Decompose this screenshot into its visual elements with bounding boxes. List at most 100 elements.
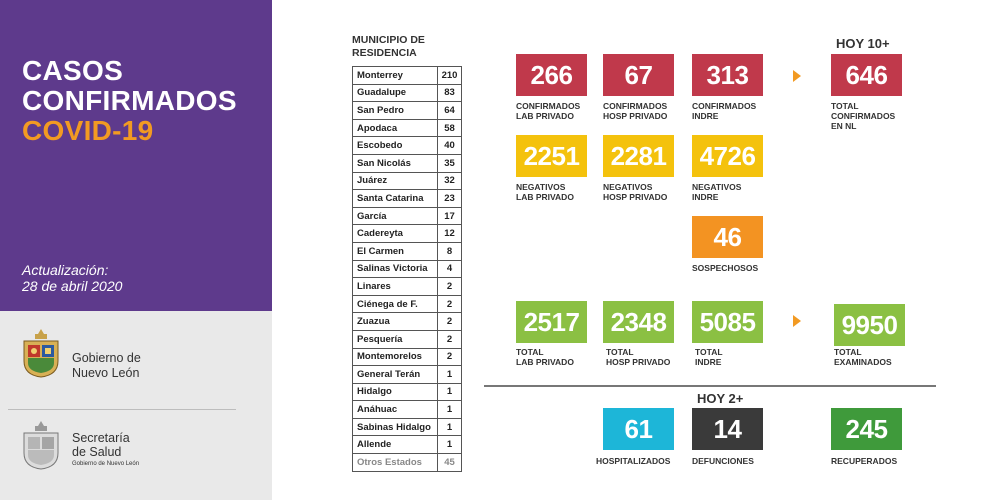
municipality-name: Allende <box>352 435 438 455</box>
total-indre-caption-line-1: TOTAL <box>695 347 723 357</box>
negativos-hosp-caption: NEGATIVOS HOSP PRIVADO <box>603 182 667 202</box>
negativos-lab-caption-line-1: NEGATIVOS <box>516 182 566 192</box>
hospitalizados-value: 61 <box>603 408 674 450</box>
confirmados-lab-caption-line-1: CONFIRMADOS <box>516 101 581 111</box>
title-line-1: CASOS <box>22 55 124 86</box>
title-panel <box>0 0 272 311</box>
municipality-count: 40 <box>437 136 462 155</box>
title-line-3: COVID-19 <box>22 115 154 146</box>
municipality-count: 1 <box>437 382 462 402</box>
total-examinados-caption-line-1: TOTAL <box>834 347 862 357</box>
salud-label-line-3: Gobierno de Nuevo León <box>72 461 140 467</box>
table-row: Hidalgo 1 <box>352 382 462 402</box>
table-row: Apodaca 58 <box>352 118 462 138</box>
negativos-lab-caption: NEGATIVOS LAB PRIVADO <box>516 182 574 202</box>
hoy-deaths-label: HOY 2+ <box>697 391 744 406</box>
table-row: Otros Estados 45 <box>352 453 462 472</box>
table-row: Juárez 32 <box>352 171 462 191</box>
gobierno-label-line-2: Nuevo León <box>72 366 140 380</box>
defunciones-value: 14 <box>692 408 763 450</box>
municipality-name: El Carmen <box>352 241 438 261</box>
total-hosp-caption-line-1: TOTAL <box>606 347 634 357</box>
municipality-count: 1 <box>437 365 462 384</box>
total-indre-caption: TOTAL INDRE <box>695 347 723 367</box>
salud-label-line-1: Secretaría <box>72 431 130 445</box>
negativos-hosp-value: 2281 <box>603 135 674 177</box>
municipality-count: 1 <box>437 435 462 455</box>
table-row: García 17 <box>352 206 462 226</box>
sospechosos-value: 46 <box>692 216 763 258</box>
arrow-right-icon <box>793 315 801 327</box>
municipality-name: Escobedo <box>352 136 438 155</box>
confirmados-lab-caption: CONFIRMADOS LAB PRIVADO <box>516 101 580 121</box>
negativos-indre-value: 4726 <box>692 135 763 177</box>
salud-label-line-2: de Salud <box>72 445 122 459</box>
secretaria-salud-seal-icon <box>23 421 59 470</box>
hoy-confirmed-label: HOY 10+ <box>836 36 890 51</box>
municipality-count: 2 <box>437 312 462 331</box>
municipality-name: Ciénega de F. <box>352 294 438 314</box>
update-label: Actualización: <box>22 262 109 278</box>
municipality-count: 64 <box>437 101 462 120</box>
total-hosp-caption-line-2: HOSP PRIVADO <box>606 357 671 367</box>
arrow-right-icon <box>793 70 801 82</box>
total-indre-caption-line-2: INDRE <box>695 357 722 367</box>
municipality-name: Anáhuac <box>352 400 438 419</box>
table-row: Allende 1 <box>352 435 462 455</box>
table-row: Guadalupe 83 <box>352 83 462 103</box>
recuperados-caption: RECUPERADOS <box>831 456 898 466</box>
total-lab-caption: TOTAL LAB PRIVADO <box>516 347 574 367</box>
table-row: General Terán 1 <box>352 365 462 384</box>
confirmados-indre-caption-line-1: CONFIRMADOS <box>692 101 757 111</box>
total-examinados-caption: TOTAL EXAMINADOS <box>834 347 892 367</box>
municipality-name: Montemorelos <box>352 347 438 367</box>
municipality-count: 45 <box>437 453 462 472</box>
municipality-count: 23 <box>437 189 462 208</box>
total-indre-value: 5085 <box>692 301 763 343</box>
table-header-line-1: MUNICIPIO DE <box>352 34 425 46</box>
table-row: Anáhuac 1 <box>352 400 462 419</box>
nuevo-leon-seal-icon <box>23 329 59 378</box>
total-lab-value: 2517 <box>516 301 587 343</box>
municipality-name: San Pedro <box>352 101 438 120</box>
total-lab-caption-line-2: LAB PRIVADO <box>516 357 574 367</box>
municipality-count: 32 <box>437 171 462 191</box>
table-row: Monterrey 210 <box>352 66 462 85</box>
table-row: San Pedro 64 <box>352 101 462 120</box>
municipality-count: 58 <box>437 118 462 138</box>
confirmados-hosp-value: 67 <box>603 54 674 96</box>
total-examinados-caption-line-2: EXAMINADOS <box>834 357 892 367</box>
table-row: El Carmen 8 <box>352 241 462 261</box>
confirmados-indre-caption-line-2: INDRE <box>692 111 719 121</box>
municipality-name: Zuazua <box>352 312 438 331</box>
municipality-name: Monterrey <box>352 66 438 85</box>
municipality-name: Cadereyta <box>352 224 438 243</box>
negativos-hosp-caption-line-1: NEGATIVOS <box>603 182 653 192</box>
municipality-name: Hidalgo <box>352 382 438 402</box>
total-lab-caption-line-1: TOTAL <box>516 347 544 357</box>
negativos-indre-caption-line-2: INDRE <box>692 192 719 202</box>
municipality-count: 8 <box>437 241 462 261</box>
municipality-count: 35 <box>437 153 462 173</box>
municipality-name: Pesquería <box>352 329 438 349</box>
table-row: Linares 2 <box>352 277 462 296</box>
confirmados-hosp-caption-line-2: HOSP PRIVADO <box>603 111 668 121</box>
municipality-name: Santa Catarina <box>352 189 438 208</box>
municipality-count: 1 <box>437 417 462 437</box>
gobierno-label-line-1: Gobierno de <box>72 351 141 365</box>
total-confirmados-caption-line-1: TOTAL <box>831 101 859 111</box>
logo-divider <box>8 409 236 410</box>
municipality-count: 1 <box>437 400 462 419</box>
recuperados-value: 245 <box>831 408 902 450</box>
confirmados-indre-value: 313 <box>692 54 763 96</box>
municipality-count: 210 <box>437 66 462 85</box>
confirmados-indre-caption: CONFIRMADOS INDRE <box>692 101 756 121</box>
table-header-line-2: RESIDENCIA <box>352 47 417 59</box>
table-row: Cadereyta 12 <box>352 224 462 243</box>
municipality-name: Guadalupe <box>352 83 438 103</box>
municipality-name: General Terán <box>352 365 438 384</box>
municipality-table: Monterrey 210 Guadalupe 83 San Pedro 64 Apodac… <box>352 66 462 472</box>
total-examinados-value: 9950 <box>834 304 905 346</box>
municipality-count: 2 <box>437 277 462 296</box>
municipality-count: 83 <box>437 83 462 103</box>
